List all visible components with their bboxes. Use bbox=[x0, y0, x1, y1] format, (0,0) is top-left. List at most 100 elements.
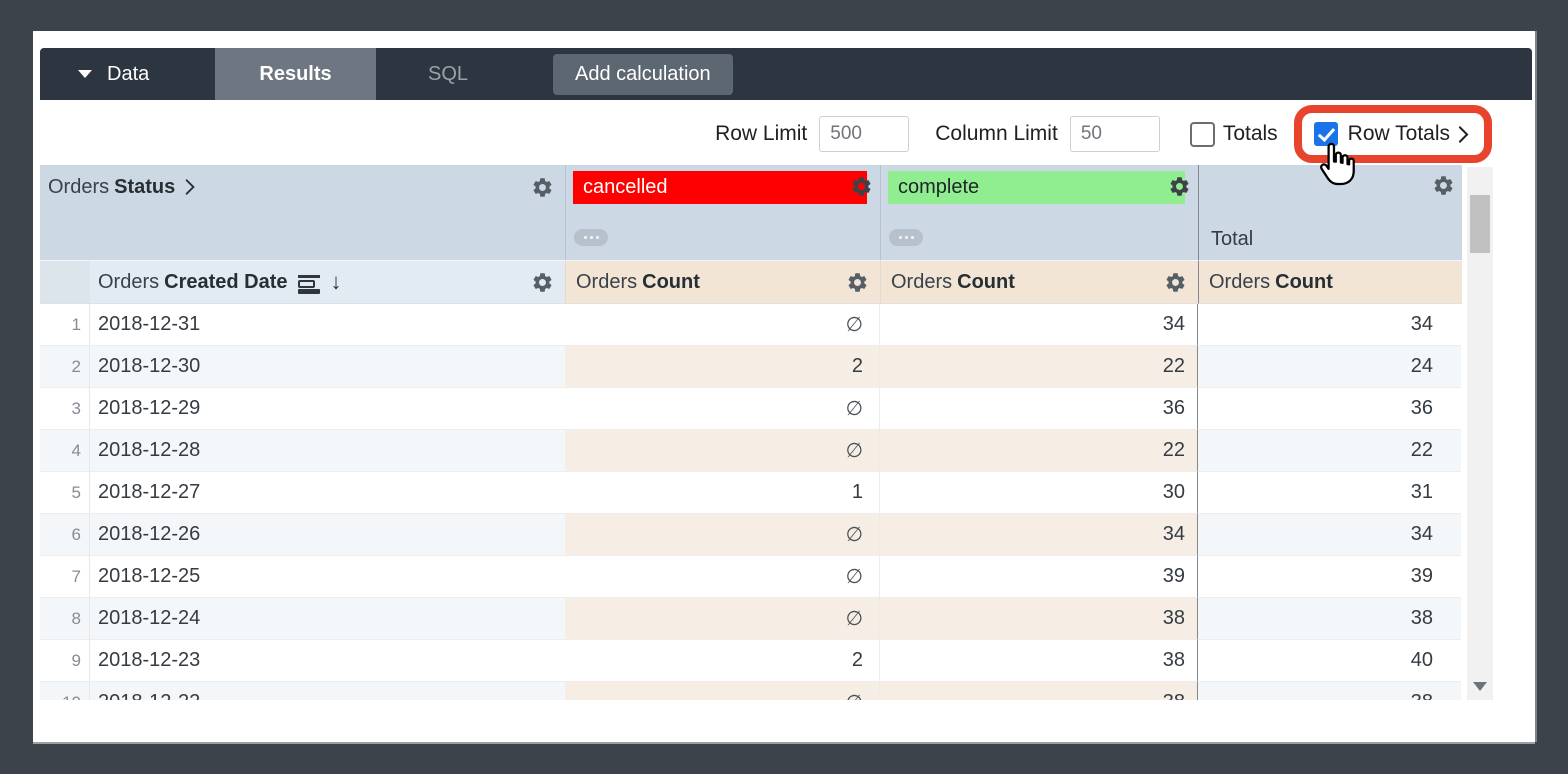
column-limit-label: Column Limit bbox=[935, 122, 1058, 145]
complete-count-cell[interactable]: 22 bbox=[879, 346, 1197, 388]
total-count-cell[interactable]: 34 bbox=[1197, 514, 1461, 556]
gear-icon[interactable] bbox=[850, 175, 873, 198]
measure-header-total[interactable]: Orders Count bbox=[1198, 260, 1462, 304]
date-cell[interactable]: 2018-12-28 bbox=[90, 430, 565, 472]
date-cell[interactable]: 2018-12-22 bbox=[90, 682, 565, 700]
complete-count-cell[interactable]: 34 bbox=[879, 514, 1197, 556]
row-number: 8 bbox=[40, 598, 90, 640]
date-cell[interactable]: 2018-12-27 bbox=[90, 472, 565, 514]
cancelled-count-cell[interactable]: ∅ bbox=[565, 388, 879, 430]
date-cell[interactable]: 2018-12-23 bbox=[90, 640, 565, 682]
cancelled-count-cell[interactable]: ∅ bbox=[565, 682, 879, 700]
date-cell[interactable]: 2018-12-30 bbox=[90, 346, 565, 388]
dimension-header[interactable]: Orders Created Date ↓ bbox=[90, 260, 565, 304]
row-totals-label: Row Totals bbox=[1347, 122, 1450, 145]
total-label: Total bbox=[1211, 228, 1254, 250]
total-count-cell[interactable]: 34 bbox=[1197, 304, 1461, 346]
total-count-cell[interactable]: 38 bbox=[1197, 682, 1461, 700]
add-calculation-button[interactable]: Add calculation bbox=[553, 53, 733, 95]
toolbar: Data Results SQL Add calculation bbox=[40, 48, 1532, 100]
row-number: 10 bbox=[40, 682, 90, 700]
table-row: 3 2018-12-29 ∅ 36 36 bbox=[40, 388, 1462, 430]
cancelled-count-cell[interactable]: 2 bbox=[565, 640, 879, 682]
date-cell[interactable]: 2018-12-31 bbox=[90, 304, 565, 346]
total-count-cell[interactable]: 39 bbox=[1197, 556, 1461, 598]
row-number: 2 bbox=[40, 346, 90, 388]
gear-icon[interactable] bbox=[846, 271, 869, 294]
dimension-name: Created Date bbox=[164, 270, 288, 293]
pivot-column-complete: complete bbox=[880, 165, 1198, 260]
complete-count-cell[interactable]: 30 bbox=[879, 472, 1197, 514]
row-totals-chevron-icon[interactable] bbox=[1457, 125, 1470, 144]
measure-header-row: Orders Created Date ↓ Orders Count Order… bbox=[40, 260, 1462, 304]
pivot-value-complete[interactable]: complete bbox=[888, 171, 1185, 204]
date-cell[interactable]: 2018-12-25 bbox=[90, 556, 565, 598]
complete-count-cell[interactable]: 38 bbox=[879, 598, 1197, 640]
scroll-down-icon[interactable] bbox=[1473, 682, 1487, 691]
table-row: 8 2018-12-24 ∅ 38 38 bbox=[40, 598, 1462, 640]
total-count-cell[interactable]: 22 bbox=[1197, 430, 1461, 472]
cancelled-count-cell[interactable]: ∅ bbox=[565, 514, 879, 556]
row-limit-input[interactable] bbox=[819, 116, 910, 152]
gear-icon[interactable] bbox=[531, 176, 554, 199]
pivot-column-cancelled: cancelled bbox=[565, 165, 880, 260]
ellipsis-menu-button[interactable] bbox=[889, 229, 923, 246]
cancelled-count-cell[interactable]: ∅ bbox=[565, 430, 879, 472]
row-number: 6 bbox=[40, 514, 90, 556]
tab-sql[interactable]: SQL bbox=[427, 62, 469, 85]
totals-checkbox[interactable] bbox=[1189, 121, 1215, 147]
date-cell[interactable]: 2018-12-24 bbox=[90, 598, 565, 640]
complete-count-cell[interactable]: 38 bbox=[879, 640, 1197, 682]
complete-count-cell[interactable]: 34 bbox=[879, 304, 1197, 346]
complete-count-cell[interactable]: 38 bbox=[879, 682, 1197, 700]
cancelled-count-cell[interactable]: 2 bbox=[565, 346, 879, 388]
complete-count-cell[interactable]: 39 bbox=[879, 556, 1197, 598]
date-cell[interactable]: 2018-12-29 bbox=[90, 388, 565, 430]
table-body: 1 2018-12-31 ∅ 34 34 2 2018-12-30 2 22 2… bbox=[40, 304, 1462, 700]
total-count-cell[interactable]: 24 bbox=[1197, 346, 1461, 388]
complete-count-cell[interactable]: 22 bbox=[879, 430, 1197, 472]
sort-descending-icon: ↓ bbox=[330, 269, 342, 294]
pivot-field-name: Status bbox=[114, 175, 176, 198]
result-controls: Row Limit Column Limit Totals Row Totals bbox=[715, 102, 1492, 186]
measure-header-cancelled[interactable]: Orders Count bbox=[565, 260, 880, 304]
measure-header-complete[interactable]: Orders Count bbox=[880, 260, 1198, 304]
row-number-header bbox=[40, 260, 90, 304]
scrollbar-thumb[interactable] bbox=[1470, 195, 1490, 253]
date-cell[interactable]: 2018-12-26 bbox=[90, 514, 565, 556]
table-row: 4 2018-12-28 ∅ 22 22 bbox=[40, 430, 1462, 472]
ellipsis-menu-button[interactable] bbox=[574, 229, 608, 246]
cancelled-count-cell[interactable]: ∅ bbox=[565, 556, 879, 598]
pivot-field-chevron-icon bbox=[184, 178, 196, 196]
total-count-cell[interactable]: 38 bbox=[1197, 598, 1461, 640]
column-limit-input[interactable] bbox=[1069, 116, 1160, 152]
complete-count-cell[interactable]: 36 bbox=[879, 388, 1197, 430]
tab-results[interactable]: Results bbox=[215, 48, 376, 100]
gear-icon[interactable] bbox=[531, 271, 554, 294]
total-count-cell[interactable]: 36 bbox=[1197, 388, 1461, 430]
gear-icon[interactable] bbox=[1168, 175, 1191, 198]
cancelled-count-cell[interactable]: 1 bbox=[565, 472, 879, 514]
pivot-field-header[interactable]: Orders Status bbox=[40, 165, 565, 260]
row-number: 3 bbox=[40, 388, 90, 430]
pivot-value-cancelled[interactable]: cancelled bbox=[573, 171, 867, 204]
cancelled-count-cell[interactable]: ∅ bbox=[565, 304, 879, 346]
row-number: 1 bbox=[40, 304, 90, 346]
totals-label: Totals bbox=[1222, 122, 1278, 145]
table-row: 5 2018-12-27 1 30 31 bbox=[40, 472, 1462, 514]
table-row: 7 2018-12-25 ∅ 39 39 bbox=[40, 556, 1462, 598]
total-count-cell[interactable]: 40 bbox=[1197, 640, 1461, 682]
row-number: 5 bbox=[40, 472, 90, 514]
cancelled-count-cell[interactable]: ∅ bbox=[565, 598, 879, 640]
table-row: 10 2018-12-22 ∅ 38 38 bbox=[40, 682, 1462, 700]
row-totals-checkbox[interactable] bbox=[1313, 122, 1338, 146]
table-header: Orders Status cancelled complete Total bbox=[40, 165, 1462, 304]
table-row: 2 2018-12-30 2 22 24 bbox=[40, 346, 1462, 388]
data-section-label: Data bbox=[107, 62, 150, 85]
gear-icon[interactable] bbox=[1432, 174, 1455, 197]
gear-icon[interactable] bbox=[1164, 271, 1187, 294]
data-section-toggle[interactable]: Data bbox=[40, 48, 215, 100]
vertical-scrollbar[interactable] bbox=[1467, 167, 1493, 700]
row-number: 7 bbox=[40, 556, 90, 598]
total-count-cell[interactable]: 31 bbox=[1197, 472, 1461, 514]
